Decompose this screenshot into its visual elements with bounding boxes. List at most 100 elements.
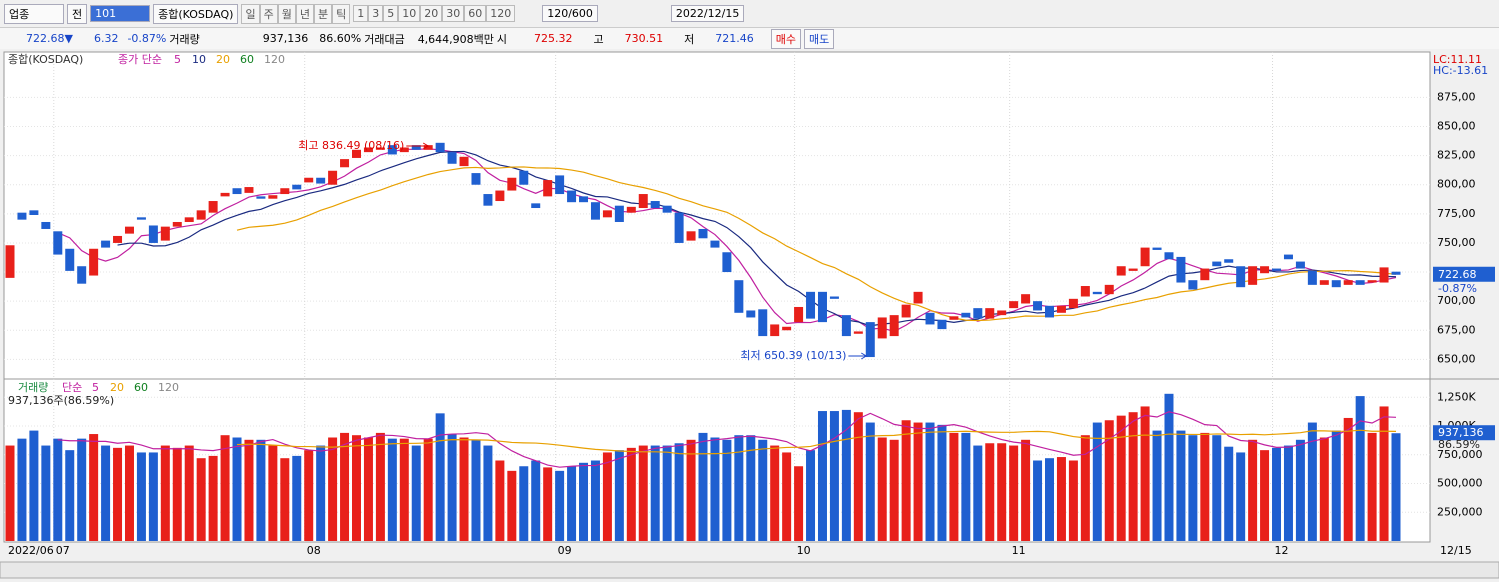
period-button[interactable]: 주 [259, 3, 278, 24]
candle [363, 147, 373, 153]
candle [602, 210, 612, 218]
market-select[interactable]: 업종 [4, 3, 64, 24]
period-button[interactable]: 년 [295, 3, 314, 24]
candle [1080, 286, 1090, 297]
change: 6.32 [93, 32, 119, 45]
volume-bar [901, 420, 911, 541]
volume-bar [590, 460, 600, 541]
candle [1056, 305, 1066, 313]
candle [973, 308, 983, 319]
y-tick-label: 825,00 [1437, 149, 1476, 162]
x-tick-label: 2022/06 [8, 544, 54, 557]
volume-bar [1307, 422, 1317, 541]
code-input[interactable]: 101 [90, 5, 151, 22]
hc: HC:-13.61 [1433, 64, 1488, 77]
candle [1272, 268, 1282, 271]
volume-bar [877, 437, 887, 541]
legend-name: 종합(KOSDAQ) [8, 53, 83, 66]
x-tick-label: 07 [56, 544, 70, 557]
volume-bar [614, 450, 624, 541]
x-tick-label: 09 [558, 544, 572, 557]
minute-button[interactable]: 1 [353, 5, 369, 22]
sell-button[interactable]: 매도 [804, 28, 835, 49]
volume-bar [77, 438, 87, 541]
candle [901, 304, 911, 318]
x-tick-label: 10 [797, 544, 811, 557]
candle [5, 245, 15, 278]
volume-pct: 86.60% [319, 32, 362, 45]
legend-period: 20 [216, 53, 230, 66]
candle [136, 217, 146, 220]
candle [65, 248, 75, 271]
period-button[interactable]: 월 [277, 3, 296, 24]
volume-bar [865, 422, 875, 541]
candle [614, 205, 624, 222]
candle [340, 159, 350, 168]
candle [985, 308, 995, 319]
candle [638, 194, 648, 209]
candle [232, 188, 242, 195]
y-tick-label: 1,250K [1437, 390, 1476, 403]
period-button[interactable]: 분 [313, 3, 333, 24]
y-tick-label: 675,00 [1437, 323, 1476, 336]
volume-bar [1188, 435, 1198, 541]
volume-bar [782, 452, 792, 541]
minute-button[interactable]: 30 [442, 5, 465, 22]
scrollbar[interactable] [0, 561, 1499, 579]
candle [746, 310, 756, 318]
minute-button[interactable]: 120 [486, 5, 516, 22]
volume-bar [913, 422, 923, 541]
moving-average [236, 166, 1397, 322]
date-input[interactable]: 2022/12/15 [670, 5, 745, 22]
count[interactable]: 120/600 [542, 5, 598, 22]
volume-bar [208, 455, 218, 541]
volume-bar [794, 466, 804, 541]
volume-bar [806, 450, 816, 541]
minute-button[interactable]: 3 [368, 5, 384, 22]
volume-bar [1045, 458, 1054, 541]
volume-bar [1104, 420, 1114, 541]
candle [423, 145, 433, 150]
low: 721.46 [715, 32, 754, 45]
volume-bar [543, 467, 553, 541]
price-tag-pct: -0.87% [1438, 282, 1477, 295]
volume-bar [483, 445, 493, 541]
volume-bar [626, 447, 636, 541]
volume-bar [997, 443, 1007, 541]
minute-button[interactable]: 60 [464, 5, 487, 22]
minute-button[interactable]: 5 [383, 5, 399, 22]
volume-bar [411, 445, 421, 541]
period-button[interactable]: 틱 [332, 3, 351, 24]
candle [29, 210, 39, 215]
candle [698, 228, 708, 239]
candle [1116, 266, 1126, 276]
volume-bar [89, 434, 99, 541]
period-button[interactable]: 일 [241, 3, 260, 24]
volume-bar [316, 445, 326, 541]
volume-bar [710, 437, 720, 541]
label: 거래량 [169, 32, 200, 46]
candle [196, 210, 206, 220]
candle [949, 316, 959, 320]
volume-bar [531, 460, 541, 541]
volume-bar [1236, 452, 1246, 541]
volume-bar [579, 462, 589, 541]
y-tick-label: 650,00 [1437, 352, 1476, 365]
candle [160, 226, 170, 241]
minute-button[interactable]: 20 [420, 5, 443, 22]
candle [495, 190, 505, 202]
price-tag [1433, 266, 1495, 282]
volume-bar [985, 443, 995, 541]
scope[interactable]: 전 [67, 3, 88, 24]
buy-button[interactable]: 매수 [770, 28, 802, 49]
candle [1021, 294, 1031, 304]
volume-bar [423, 438, 433, 541]
candle [794, 306, 804, 323]
lc: LC:11.11 [1433, 53, 1482, 66]
minute-button[interactable]: 10 [398, 5, 421, 22]
chart: 650,00675,00700,00725,00750,00775,00800,… [0, 51, 1499, 579]
candle [1188, 280, 1198, 290]
volume-bar [1200, 432, 1210, 541]
